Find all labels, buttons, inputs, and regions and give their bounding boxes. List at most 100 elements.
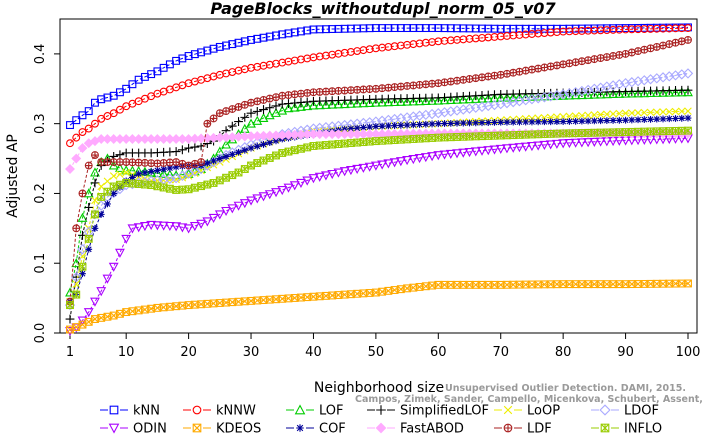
data-point-knn bbox=[190, 50, 199, 59]
data-point-cof bbox=[647, 115, 654, 123]
data-point-simplifiedlof bbox=[184, 143, 194, 153]
data-point-inflo bbox=[97, 192, 106, 201]
data-point-lof bbox=[164, 169, 175, 179]
data-point-cof bbox=[559, 118, 567, 125]
data-point-cof bbox=[104, 200, 111, 208]
data-point-cof bbox=[253, 142, 261, 150]
legend-item-odin: ODIN bbox=[100, 422, 167, 434]
series-line-ldof bbox=[69, 72, 689, 306]
data-point-lof bbox=[576, 89, 587, 100]
data-point-lof bbox=[83, 188, 94, 198]
data-point-cof bbox=[378, 122, 386, 130]
data-point-inflo bbox=[284, 147, 293, 156]
data-point-odin bbox=[452, 149, 462, 159]
data-point-lof bbox=[420, 95, 431, 106]
data-point-cof bbox=[359, 124, 367, 131]
data-point-loop bbox=[578, 111, 586, 120]
data-point-lof bbox=[377, 97, 388, 107]
data-point-ldf bbox=[652, 42, 661, 51]
data-point-ldf bbox=[621, 49, 630, 58]
legend-item-ldof: LDOF bbox=[591, 404, 659, 419]
data-point-lof bbox=[364, 97, 375, 107]
y-tick-label: 0.4 bbox=[33, 44, 48, 65]
data-point-odin bbox=[339, 167, 350, 177]
data-point-inflo bbox=[677, 126, 686, 135]
data-point-cof bbox=[222, 153, 230, 160]
data-point-lof bbox=[327, 99, 338, 109]
data-point-kdeos bbox=[184, 301, 193, 310]
data-point-cof bbox=[503, 118, 511, 126]
data-point-kdeos bbox=[253, 296, 262, 305]
x-tick-label: 60 bbox=[430, 345, 447, 360]
data-point-knnw bbox=[671, 24, 680, 33]
legend-item-inflo: INFLO bbox=[591, 422, 662, 434]
data-point-inflo bbox=[365, 137, 374, 146]
data-point-inflo bbox=[646, 127, 655, 136]
data-point-odin bbox=[558, 139, 569, 149]
data-point-inflo bbox=[140, 180, 149, 189]
data-point-knn bbox=[378, 24, 387, 33]
data-point-odin bbox=[177, 223, 188, 233]
data-point-lof bbox=[289, 102, 300, 112]
data-point-loop bbox=[528, 114, 536, 123]
data-point-knn bbox=[72, 116, 81, 125]
data-point-odin bbox=[289, 181, 300, 191]
series-markers-cof bbox=[66, 114, 692, 305]
data-point-inflo bbox=[197, 182, 206, 191]
data-point-inflo bbox=[184, 185, 193, 194]
data-point-lof bbox=[314, 100, 325, 110]
data-point-knnw bbox=[640, 25, 649, 33]
data-point-kdeos bbox=[103, 312, 112, 321]
data-point-odin bbox=[464, 147, 475, 158]
data-point-kdeos bbox=[509, 280, 518, 289]
data-point-odin bbox=[227, 204, 238, 214]
data-point-odin bbox=[395, 157, 406, 167]
data-point-knn bbox=[184, 52, 193, 60]
data-point-inflo bbox=[421, 134, 430, 143]
data-point-kdeos bbox=[677, 279, 686, 288]
data-point-odin bbox=[108, 262, 119, 272]
data-point-ldf bbox=[540, 63, 549, 72]
data-point-ldf bbox=[272, 93, 280, 102]
data-point-cof bbox=[141, 169, 149, 177]
data-point-lof bbox=[683, 87, 693, 97]
data-point-knn bbox=[465, 24, 474, 33]
data-point-odin bbox=[233, 201, 244, 211]
data-point-simplifiedlof bbox=[246, 108, 256, 118]
data-point-simplifiedlof bbox=[84, 203, 94, 212]
data-point-odin bbox=[115, 248, 125, 258]
data-point-odin bbox=[539, 140, 550, 151]
data-point-ldf bbox=[209, 114, 218, 123]
series-knnw bbox=[66, 24, 692, 148]
data-point-ldf bbox=[259, 95, 268, 104]
data-point-inflo bbox=[490, 131, 499, 140]
data-point-odin bbox=[439, 150, 450, 160]
data-point-kdeos bbox=[453, 280, 461, 289]
data-point-kdeos bbox=[634, 280, 643, 288]
data-point-fastabod bbox=[65, 164, 75, 174]
data-point-knn bbox=[490, 24, 499, 33]
data-point-kdeos bbox=[159, 303, 168, 312]
series-markers-kdeos bbox=[66, 279, 692, 334]
data-point-cof bbox=[135, 170, 143, 178]
data-point-lof bbox=[408, 96, 419, 106]
data-point-knnw bbox=[627, 25, 636, 34]
data-point-knn bbox=[421, 24, 430, 33]
data-point-inflo bbox=[527, 130, 536, 139]
data-point-knn bbox=[215, 42, 224, 51]
data-point-odin bbox=[333, 168, 344, 178]
legend-label-lof: LOF bbox=[319, 404, 344, 419]
data-point-lof bbox=[452, 94, 462, 104]
legend-item-simplifiedlof: SimplifiedLOF bbox=[367, 404, 489, 419]
data-point-cof bbox=[416, 121, 423, 128]
data-point-lof bbox=[589, 89, 600, 99]
data-point-cof bbox=[129, 173, 136, 181]
data-point-kdeos bbox=[465, 280, 474, 289]
data-point-knn bbox=[340, 24, 349, 33]
data-point-inflo bbox=[340, 139, 349, 148]
data-point-knnw bbox=[559, 27, 568, 36]
x-tick-label: 40 bbox=[305, 345, 322, 360]
data-point-loop bbox=[628, 109, 636, 117]
data-point-odin bbox=[352, 164, 363, 175]
data-point-odin bbox=[189, 222, 200, 232]
